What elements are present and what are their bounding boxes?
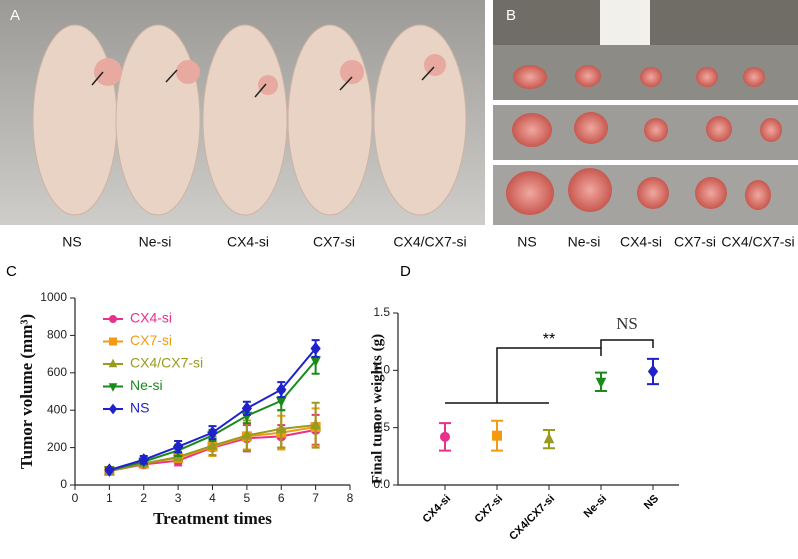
x-tick-label: 8 xyxy=(347,491,354,505)
significance: ** xyxy=(543,331,555,348)
x-tick-label: 0 xyxy=(72,491,79,505)
bracket xyxy=(445,347,602,404)
y-axis-title: Final tumor weights (g) xyxy=(369,334,385,484)
x-tick-label: 2 xyxy=(140,491,147,505)
y-tick-label: 400 xyxy=(47,402,67,416)
y-tick-label: 1.0 xyxy=(373,363,390,377)
y-tick-label: 0 xyxy=(60,477,67,491)
y-tick-label: 0.0 xyxy=(373,477,390,491)
x-tick-label: Ne-si xyxy=(582,493,610,521)
legend-label: CX4-si xyxy=(130,310,172,326)
point xyxy=(276,382,287,397)
photo-a-labels: NS Ne-si CX4-si CX7-si CX4/CX7-si xyxy=(62,234,466,250)
significance: NS xyxy=(616,314,638,333)
x-tick-label: 4 xyxy=(209,491,216,505)
group-label: CX4-si xyxy=(227,234,269,250)
group-label: CX4/CX7-si xyxy=(721,234,794,250)
legend-marker xyxy=(109,337,117,346)
legend-label: CX7-si xyxy=(130,332,172,348)
point xyxy=(275,422,287,433)
x-tick-label: 3 xyxy=(175,491,182,505)
point xyxy=(241,401,253,416)
point xyxy=(647,364,659,379)
x-tick-label: NS xyxy=(642,493,661,512)
y-axis-title: Tumor volume (mm³) xyxy=(17,314,36,469)
x-tick-label: 5 xyxy=(244,491,251,505)
group-label: CX7-si xyxy=(674,234,716,250)
x-tick-label: 1 xyxy=(106,491,113,505)
group-label: Ne-si xyxy=(139,234,172,250)
point xyxy=(543,432,555,444)
y-tick-label: 600 xyxy=(47,365,67,379)
group-label: CX7-si xyxy=(313,234,355,250)
x-tick-label: 6 xyxy=(278,491,285,505)
group-label: NS xyxy=(62,234,81,250)
group-label: CX4/CX7-si xyxy=(393,234,466,250)
group-label: CX4-si xyxy=(620,234,662,250)
point xyxy=(138,453,149,467)
point xyxy=(440,431,450,442)
y-tick-label: 0.5 xyxy=(373,420,390,434)
x-tick-label: 7 xyxy=(312,491,319,505)
panel-letter: D xyxy=(400,263,411,280)
legend-label: Ne-si xyxy=(130,377,163,393)
point xyxy=(241,428,253,440)
photo-b-labels: NS Ne-si CX4-si CX7-si CX4/CX7-si xyxy=(517,234,794,250)
point xyxy=(207,425,218,440)
y-tick-label: 1.5 xyxy=(373,305,390,319)
x-axis-title: Treatment times xyxy=(153,509,272,528)
legend-marker xyxy=(108,403,118,415)
y-tick-label: 800 xyxy=(47,328,67,342)
x-tick-label: CX4/CX7-si xyxy=(507,493,557,543)
bracket xyxy=(600,339,654,348)
point xyxy=(104,463,115,477)
group-label: NS xyxy=(517,234,536,250)
legend-label: CX4/CX7-si xyxy=(130,355,203,371)
panel-letter: B xyxy=(506,7,516,24)
point xyxy=(492,430,502,441)
point xyxy=(310,418,321,430)
legend-label: NS xyxy=(130,400,149,416)
legend-marker xyxy=(108,358,118,368)
legend-marker xyxy=(109,315,117,323)
x-tick-label: CX7-si xyxy=(472,493,505,526)
photo-tumors xyxy=(493,0,798,225)
group-label: Ne-si xyxy=(568,234,601,250)
y-tick-label: 1000 xyxy=(40,290,67,304)
photo-mice xyxy=(0,0,485,225)
y-tick-label: 200 xyxy=(47,440,67,454)
axis xyxy=(397,313,679,486)
point xyxy=(207,439,218,450)
legend-marker xyxy=(108,383,118,392)
panel-letter: C xyxy=(6,263,17,280)
point xyxy=(310,341,321,356)
x-tick-label: CX4-si xyxy=(420,493,453,526)
point xyxy=(172,439,184,454)
point xyxy=(595,377,607,389)
panel-letter: A xyxy=(10,7,20,24)
